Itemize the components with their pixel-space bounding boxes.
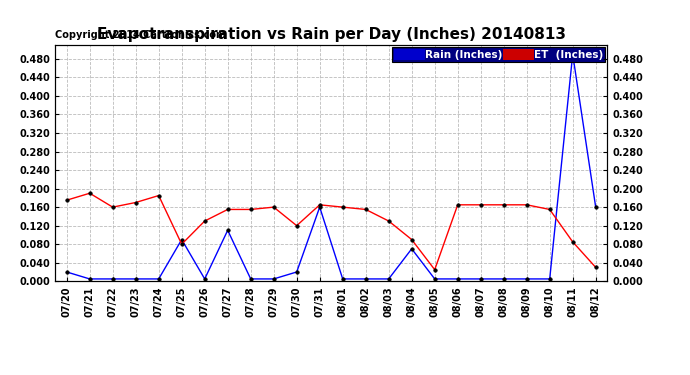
Title: Evapotranspiration vs Rain per Day (Inches) 20140813: Evapotranspiration vs Rain per Day (Inch… — [97, 27, 566, 42]
Legend: Rain (Inches), ET  (Inches): Rain (Inches), ET (Inches) — [392, 47, 605, 62]
Text: Copyright 2014 Cartronics.com: Copyright 2014 Cartronics.com — [55, 30, 226, 40]
